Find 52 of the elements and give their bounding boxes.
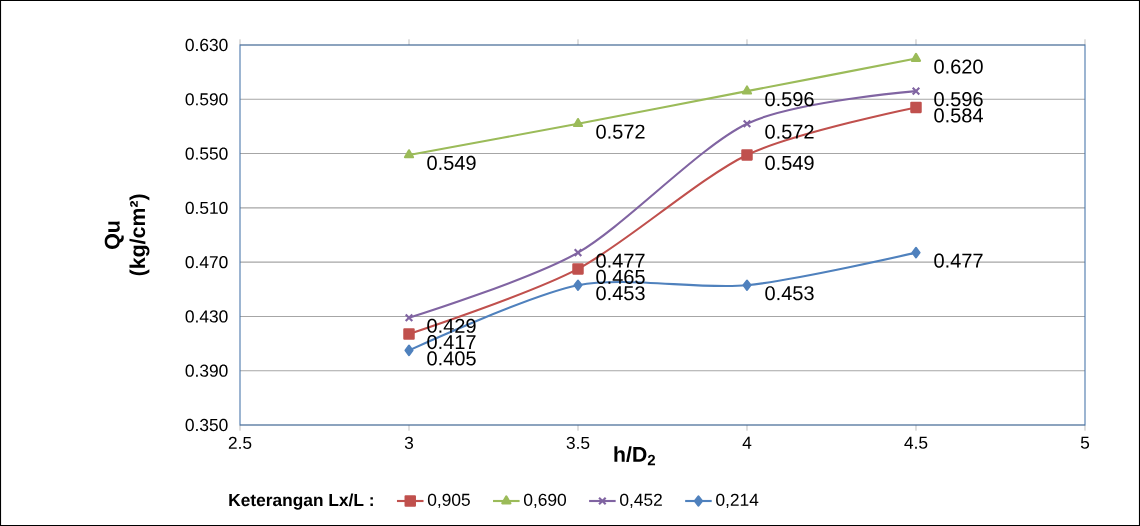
y-tick-label: 0.510 [185, 201, 228, 214]
x-tick-label: 3.5 [566, 436, 590, 450]
y-tick-label: 0.550 [185, 147, 228, 160]
data-label: 0.405 [427, 351, 476, 366]
data-label: 0.596 [765, 92, 814, 107]
legend-title: Keterangan Lx/L : [229, 493, 373, 510]
x-tick-label: 2.5 [228, 436, 252, 450]
point [573, 248, 583, 258]
point [403, 149, 415, 159]
legend-label: 0,214 [716, 493, 759, 508]
y-axis-title: Qu (kg/cm²) [104, 194, 150, 276]
point [404, 344, 414, 357]
y-tick-label: 0.430 [185, 310, 228, 323]
y-tick-label: 0.590 [185, 93, 228, 106]
point [910, 52, 922, 62]
legend-label: 0,690 [523, 493, 567, 508]
data-label: 0.549 [427, 155, 476, 170]
point [572, 117, 584, 128]
data-label: 0.572 [765, 124, 814, 139]
y-tick-label: 0.630 [185, 38, 228, 52]
x-tick-label: 5 [1080, 436, 1090, 449]
legend-label: 0,452 [620, 493, 662, 508]
data-label: 0.584 [934, 108, 983, 123]
point [911, 246, 921, 259]
point [573, 279, 583, 291]
data-label: 0.596 [934, 92, 983, 107]
point [741, 85, 753, 95]
y-tick-label: 0.470 [185, 256, 228, 269]
data-label: 0.453 [596, 286, 645, 301]
point [741, 149, 753, 161]
legend-label: 0,905 [427, 493, 470, 508]
y-tick-label: 0.390 [185, 364, 228, 377]
point [572, 263, 584, 275]
data-label: 0.620 [934, 59, 983, 74]
data-label: 0.477 [934, 253, 983, 268]
x-axis-title: h/D$_{2}$ [614, 446, 656, 466]
y-tick-label: 0.350 [185, 418, 228, 432]
data-label: 0.417 [427, 334, 476, 350]
data-label: 0.572 [596, 124, 645, 139]
point [404, 313, 414, 323]
data-label: 0.477 [596, 253, 645, 268]
data-label: 0.465 [596, 269, 645, 284]
point [742, 119, 752, 129]
point [742, 279, 752, 291]
data-label: 0.549 [765, 155, 814, 170]
x-tick-label: 4.5 [904, 436, 928, 449]
point [403, 328, 415, 340]
data-label: 0.453 [765, 286, 814, 301]
x-tick-label: 3 [404, 436, 414, 450]
x-tick-label: 4 [742, 436, 752, 449]
point [910, 101, 922, 114]
point [911, 86, 921, 96]
